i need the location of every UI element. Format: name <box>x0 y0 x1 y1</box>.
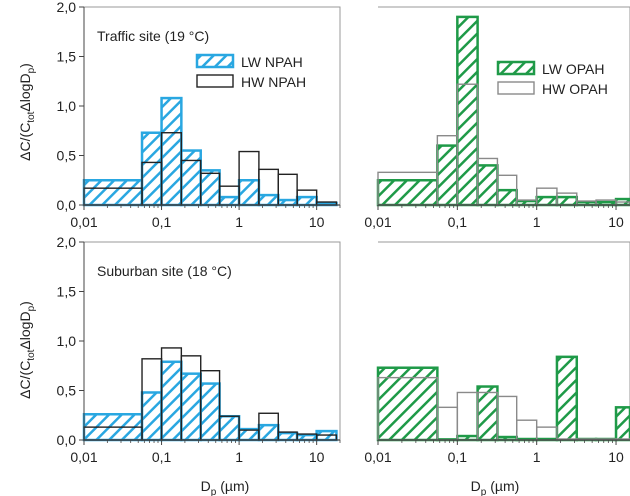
legend-swatch <box>196 74 234 88</box>
bar <box>555 195 579 207</box>
bar <box>237 179 261 207</box>
x-tick-label: 1 <box>533 449 541 465</box>
bar <box>436 406 459 441</box>
bar <box>277 431 299 442</box>
panel-bottom-left: 0,01 0,1 1 10 0,0 0,5 1,0 1,5 2,0 Suburban site (… <box>57 234 341 465</box>
x-tick-label: 1 <box>235 214 243 230</box>
legend-swatch <box>496 60 536 76</box>
bar <box>140 391 163 442</box>
x-tick-label: 10 <box>309 449 325 465</box>
x-tick-label: 0,01 <box>364 214 391 230</box>
x-tick-label: 0,1 <box>152 449 172 465</box>
x-tick-label: 1 <box>235 449 243 465</box>
x-tick-label: 0,1 <box>448 214 468 230</box>
bar <box>516 419 538 441</box>
legend-label: LW NPAH <box>241 54 303 70</box>
bar <box>456 15 479 207</box>
plot-frame <box>378 241 630 440</box>
bar <box>199 382 221 442</box>
bar <box>82 179 144 207</box>
bar <box>295 195 318 207</box>
x-tick-label: 0,01 <box>364 449 391 465</box>
bar <box>555 355 579 442</box>
x-axis-label-left: Dp (µm) <box>201 478 250 496</box>
bar <box>218 414 241 442</box>
bar <box>614 406 630 442</box>
y-tick-label: 2,0 <box>57 234 77 250</box>
x-tick-label: 0,01 <box>70 449 97 465</box>
bar <box>476 385 499 442</box>
panel-top-left: 0,01 0,1 1 10 0,0 0,5 1,0 1,5 2,0 Traffic site (1… <box>57 0 341 230</box>
y-tick-label: 0,5 <box>57 148 77 164</box>
x-tick-label: 0,1 <box>448 449 468 465</box>
bar <box>295 433 318 442</box>
y-tick-label: 1,5 <box>57 49 77 65</box>
x-axis-label-right: Dp (µm) <box>471 478 520 496</box>
site-annotation: Suburban site (18 °C) <box>97 263 232 279</box>
y-axis-label-bottom: ΔC/(CtotΔlogDp) <box>17 301 37 399</box>
bar <box>496 188 518 207</box>
bar <box>277 198 299 207</box>
bar <box>218 195 241 207</box>
x-tick-label: 1 <box>533 214 541 230</box>
bar <box>140 131 163 207</box>
y-tick-label: 1,5 <box>57 284 77 300</box>
series-lw-npah <box>82 96 338 207</box>
bar <box>376 366 439 442</box>
bar <box>456 391 479 441</box>
bar <box>436 144 459 207</box>
bar <box>376 179 439 207</box>
bar <box>496 395 518 441</box>
legend: LW OPAH HW OPAH <box>496 60 608 97</box>
x-tick-label: 0,1 <box>152 214 172 230</box>
panel-bottom-right: 0,01 0,1 1 10 <box>364 241 630 465</box>
x-tick-label: 0,01 <box>70 214 97 230</box>
bar <box>199 169 221 207</box>
legend-label: LW OPAH <box>542 61 605 77</box>
y-tick-label: 1,0 <box>57 98 77 114</box>
y-axis-label-top: ΔC/(CtotΔlogDp) <box>17 63 37 161</box>
legend: LW NPAH HW NPAH <box>195 53 306 90</box>
bar <box>476 164 499 207</box>
bar <box>160 360 183 442</box>
site-annotation: Traffic site (19 °C) <box>97 28 209 44</box>
series-lw-opah <box>376 355 630 442</box>
x-tick-label: 10 <box>608 214 624 230</box>
legend-swatch <box>497 81 535 95</box>
series-lw-npah <box>82 360 338 442</box>
y-tick-label: 0,5 <box>57 383 77 399</box>
x-tick-label: 10 <box>608 449 624 465</box>
y-tick-label: 2,0 <box>57 0 77 15</box>
plot-frame <box>378 6 630 205</box>
x-tick-label: 10 <box>309 214 325 230</box>
y-tick-label: 0,0 <box>57 197 77 213</box>
legend-label: HW NPAH <box>241 74 306 90</box>
bar <box>160 96 183 207</box>
legend-label: HW OPAH <box>542 81 608 97</box>
bar <box>180 149 202 207</box>
panel-top-right: 0,01 0,1 1 10 LW OPAH HW OPAH <box>364 6 630 230</box>
y-tick-label: 0,0 <box>57 432 77 448</box>
legend-swatch <box>195 53 235 69</box>
bar <box>535 195 559 207</box>
bar <box>180 372 202 442</box>
y-tick-label: 1,0 <box>57 333 77 349</box>
bar <box>257 193 280 207</box>
series-lw-opah <box>376 15 630 207</box>
bar <box>257 423 280 442</box>
